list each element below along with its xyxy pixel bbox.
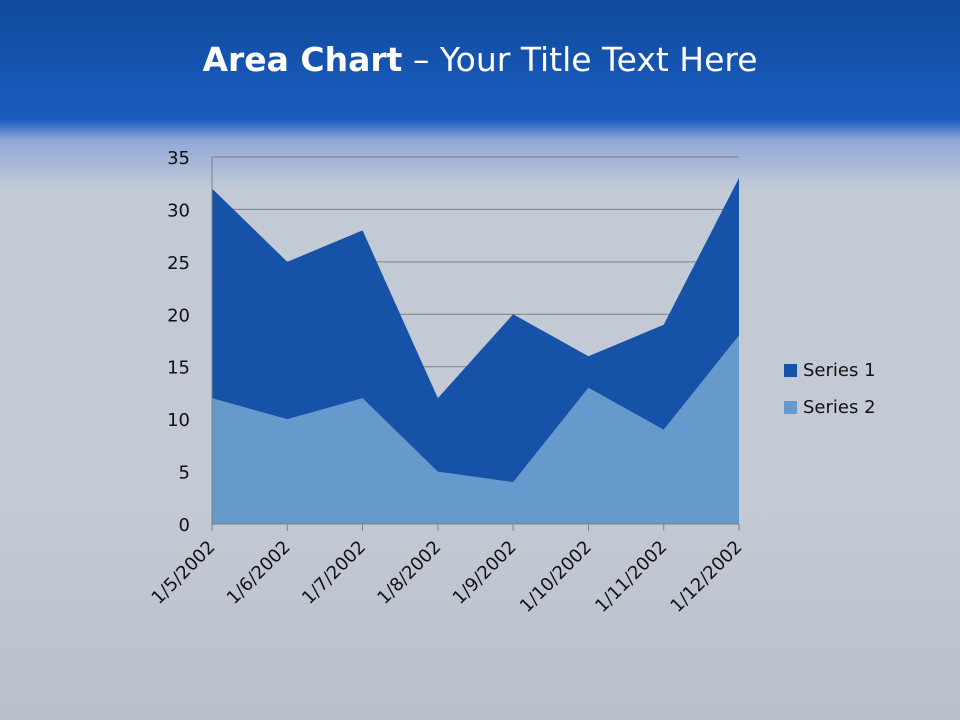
legend-label: Series 1 xyxy=(803,360,876,381)
y-tick-label: 35 xyxy=(167,148,190,169)
y-tick-label: 15 xyxy=(167,358,190,379)
x-tick-label: 1/10/2002 xyxy=(516,537,596,617)
title-bold: Area Chart xyxy=(202,40,403,79)
legend-swatch xyxy=(784,364,797,377)
legend-swatch xyxy=(784,401,797,414)
legend-series-2: Series 2 xyxy=(784,397,876,418)
x-tick-label: 1/6/2002 xyxy=(223,537,295,609)
y-tick-label: 10 xyxy=(167,410,190,431)
title-rest: – Your Title Text Here xyxy=(402,40,758,79)
x-tick-label: 1/12/2002 xyxy=(666,537,746,617)
x-tick-label: 1/7/2002 xyxy=(298,537,370,609)
x-tick-label: 1/5/2002 xyxy=(148,537,220,609)
y-tick-label: 0 xyxy=(179,515,190,536)
y-tick-label: 5 xyxy=(179,463,190,484)
area-series-2 xyxy=(212,335,739,524)
y-tick-label: 20 xyxy=(167,305,190,326)
legend-label: Series 2 xyxy=(803,397,876,418)
x-tick-label: 1/11/2002 xyxy=(591,537,671,617)
slide-title: Area Chart – Your Title Text Here xyxy=(0,40,960,79)
x-tick-label: 1/9/2002 xyxy=(449,537,521,609)
y-tick-label: 25 xyxy=(167,253,190,274)
x-tick-label: 1/8/2002 xyxy=(373,537,445,609)
legend-series-1: Series 1 xyxy=(784,360,876,381)
y-tick-label: 30 xyxy=(167,200,190,221)
